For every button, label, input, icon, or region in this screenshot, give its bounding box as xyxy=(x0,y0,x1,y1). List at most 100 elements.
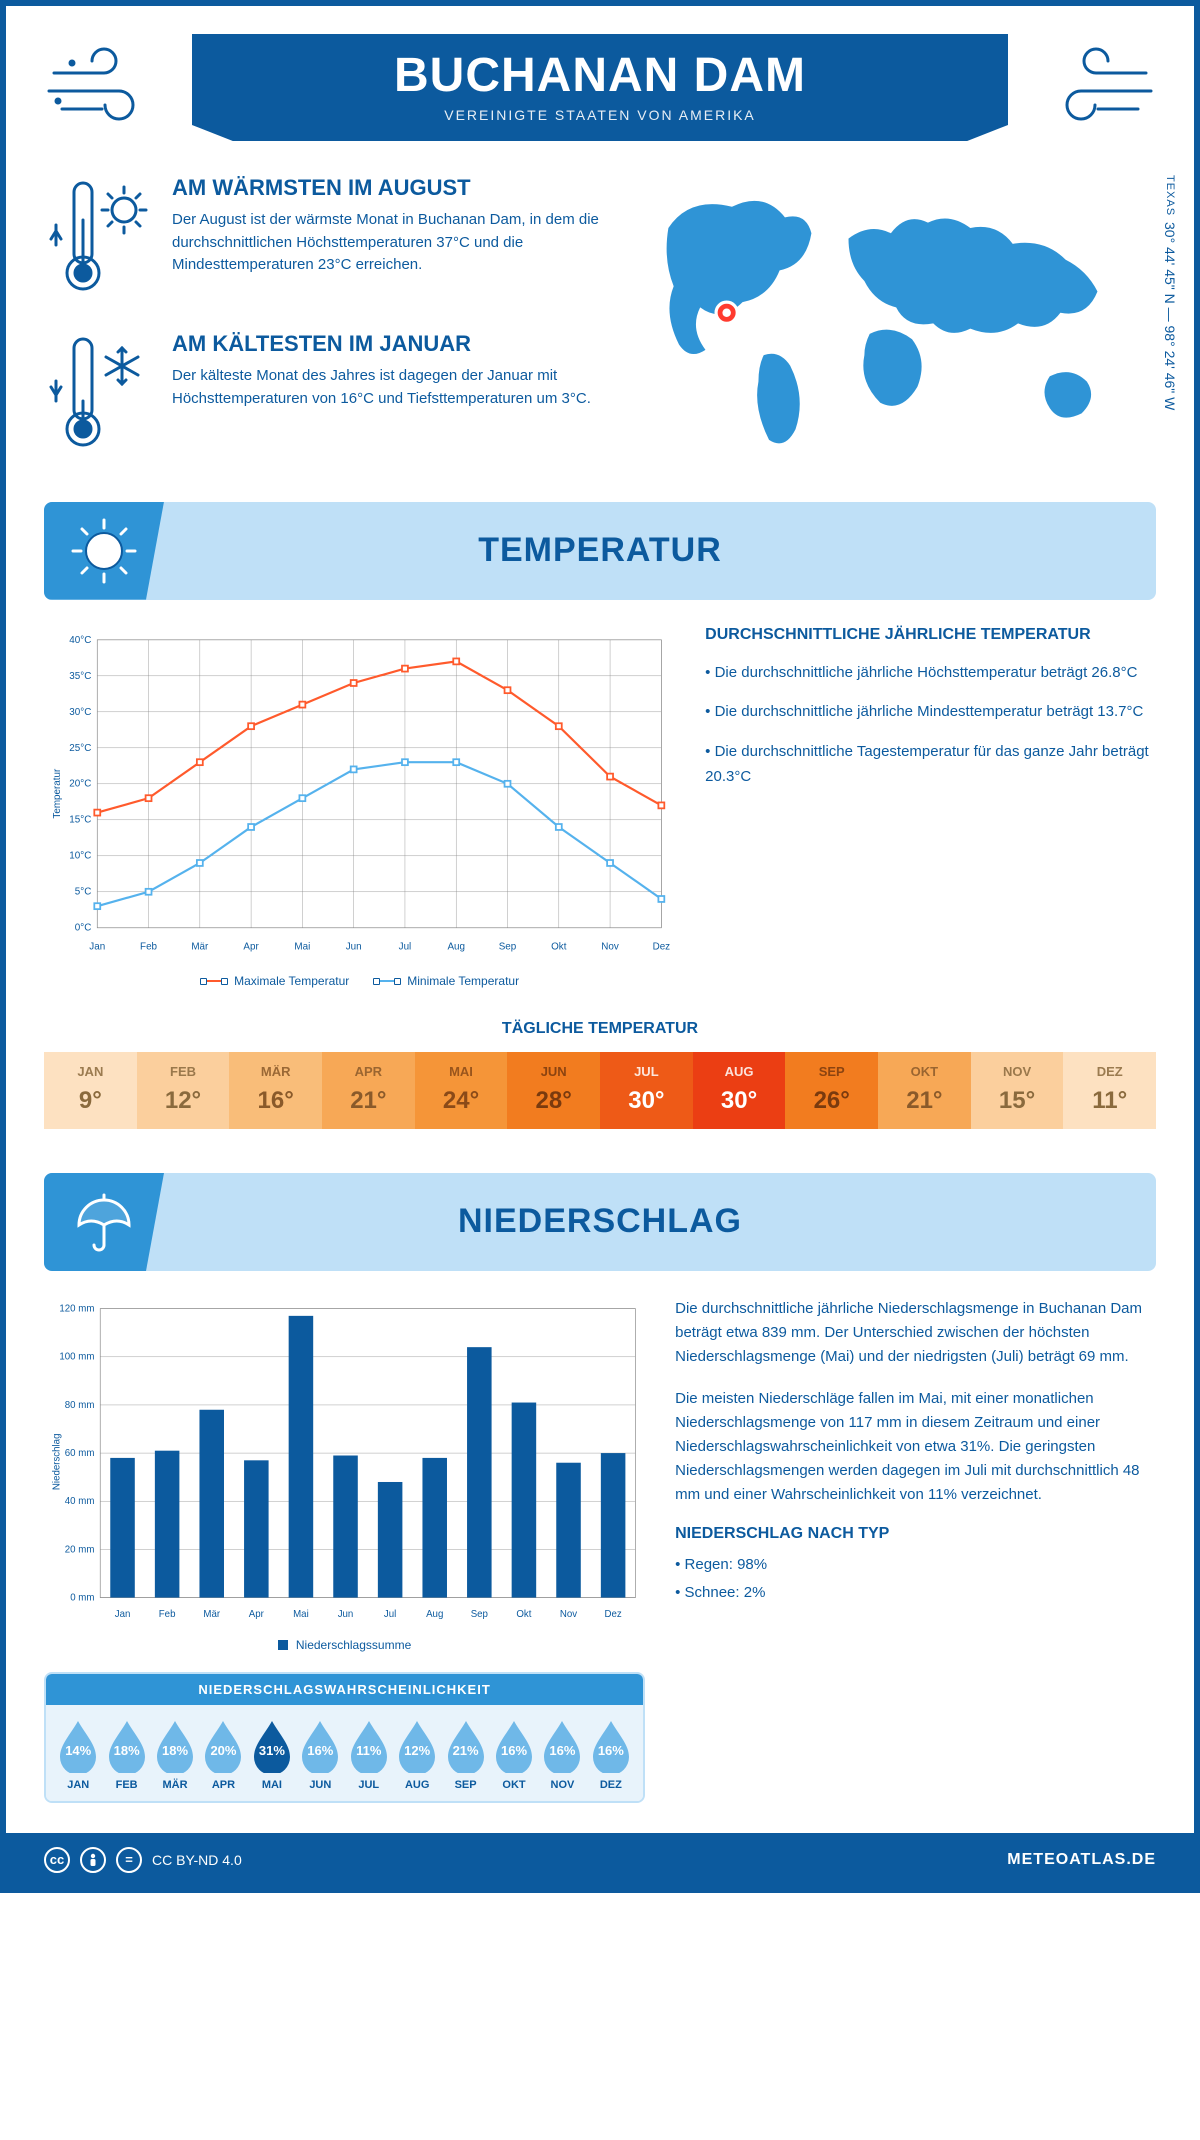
temperature-legend: Maximale Temperatur Minimale Temperatur xyxy=(44,974,675,988)
svg-text:Nov: Nov xyxy=(601,941,619,952)
svg-text:Dez: Dez xyxy=(604,1609,621,1620)
daily-temp-cell: JUN28° xyxy=(507,1052,600,1129)
svg-text:0 mm: 0 mm xyxy=(70,1592,94,1603)
warmest-title: AM WÄRMSTEN IM AUGUST xyxy=(172,175,600,201)
svg-text:Aug: Aug xyxy=(426,1609,443,1620)
daily-temp-cell: OKT21° xyxy=(878,1052,971,1129)
svg-text:15°C: 15°C xyxy=(69,814,91,825)
svg-text:Mär: Mär xyxy=(203,1609,220,1620)
svg-text:Okt: Okt xyxy=(551,941,567,952)
nd-icon: = xyxy=(116,1847,142,1873)
precip-prob-cell: 16%NOV xyxy=(538,1719,586,1791)
svg-text:35°C: 35°C xyxy=(69,670,91,681)
temp-bullet: • Die durchschnittliche jährliche Höchst… xyxy=(705,660,1156,686)
temp-info-title: DURCHSCHNITTLICHE JÄHRLICHE TEMPERATUR xyxy=(705,626,1156,644)
daily-temp-cell: NOV15° xyxy=(971,1052,1064,1129)
title-banner: BUCHANAN DAM VEREINIGTE STAATEN VON AMER… xyxy=(192,34,1008,141)
daily-temperature-row: JAN9°FEB12°MÄR16°APR21°MAI24°JUN28°JUL30… xyxy=(44,1052,1156,1129)
svg-text:Sep: Sep xyxy=(471,1609,488,1620)
daily-temp-cell: MAI24° xyxy=(415,1052,508,1129)
svg-text:20 mm: 20 mm xyxy=(65,1544,95,1555)
page-subtitle: VEREINIGTE STAATEN VON AMERIKA xyxy=(202,107,998,123)
precip-type: • Regen: 98% xyxy=(675,1553,1156,1577)
daily-temp-cell: FEB12° xyxy=(137,1052,230,1129)
precip-type-title: NIEDERSCHLAG NACH TYP xyxy=(675,1525,1156,1543)
svg-text:30°C: 30°C xyxy=(69,706,91,717)
daily-temp-cell: DEZ11° xyxy=(1063,1052,1156,1129)
footer: cc = CC BY-ND 4.0 METEOATLAS.DE xyxy=(6,1833,1194,1887)
svg-text:Okt: Okt xyxy=(516,1609,531,1620)
precip-probability-box: NIEDERSCHLAGSWAHRSCHEINLICHKEIT 14%JAN 18… xyxy=(44,1672,645,1803)
thermometer-hot-icon xyxy=(44,175,154,305)
coordinates: TEXAS 30° 44' 45" N — 98° 24' 46" W xyxy=(1162,175,1178,472)
umbrella-icon xyxy=(69,1187,139,1257)
cc-icon: cc xyxy=(44,1847,70,1873)
temp-bullet: • Die durchschnittliche Tagestemperatur … xyxy=(705,739,1156,790)
svg-text:5°C: 5°C xyxy=(75,886,92,897)
warmest-block: AM WÄRMSTEN IM AUGUST Der August ist der… xyxy=(44,175,600,305)
temperature-banner: TEMPERATUR xyxy=(44,502,1156,600)
daily-temp-cell: JAN9° xyxy=(44,1052,137,1129)
svg-text:Apr: Apr xyxy=(249,1609,265,1620)
precip-chart: 0 mm20 mm40 mm60 mm80 mm100 mm120 mmJanF… xyxy=(44,1297,645,1627)
precip-prob-cell: 16%DEZ xyxy=(587,1719,635,1791)
precip-prob-cell: 14%JAN xyxy=(54,1719,102,1791)
wind-icon xyxy=(1026,43,1156,133)
precip-prob-cell: 20%APR xyxy=(199,1719,247,1791)
precip-prob-cell: 16%OKT xyxy=(490,1719,538,1791)
daily-temp-title: TÄGLICHE TEMPERATUR xyxy=(44,1020,1156,1038)
svg-text:25°C: 25°C xyxy=(69,742,91,753)
precip-prob-cell: 21%SEP xyxy=(441,1719,489,1791)
temperature-chart: 0°C5°C10°C15°C20°C25°C30°C35°C40°CJanFeb… xyxy=(44,626,675,988)
legend-min-label: Minimale Temperatur xyxy=(407,974,519,988)
legend-max-label: Maximale Temperatur xyxy=(234,974,349,988)
temperature-info: DURCHSCHNITTLICHE JÄHRLICHE TEMPERATUR •… xyxy=(705,626,1156,988)
svg-text:Mär: Mär xyxy=(191,941,209,952)
intro-row: AM WÄRMSTEN IM AUGUST Der August ist der… xyxy=(44,175,1156,472)
daily-temp-cell: SEP26° xyxy=(785,1052,878,1129)
precip-prob-title: NIEDERSCHLAGSWAHRSCHEINLICHKEIT xyxy=(46,1674,643,1705)
svg-text:20°C: 20°C xyxy=(69,778,91,789)
thermometer-cold-icon xyxy=(44,331,154,461)
svg-text:Jun: Jun xyxy=(338,1609,354,1620)
svg-text:40 mm: 40 mm xyxy=(65,1496,95,1507)
precip-prob-cell: 16%JUN xyxy=(296,1719,344,1791)
coords-value: 30° 44' 45" N — 98° 24' 46" W xyxy=(1162,222,1178,410)
svg-text:Jun: Jun xyxy=(346,941,362,952)
precip-prob-cell: 11%JUL xyxy=(345,1719,393,1791)
coldest-title: AM KÄLTESTEN IM JANUAR xyxy=(172,331,600,357)
precip-prob-cell: 12%AUG xyxy=(393,1719,441,1791)
svg-text:0°C: 0°C xyxy=(75,922,92,933)
license-text: CC BY-ND 4.0 xyxy=(152,1852,242,1868)
warmest-text: Der August ist der wärmste Monat in Buch… xyxy=(172,209,600,277)
svg-text:Jul: Jul xyxy=(384,1609,396,1620)
svg-text:Sep: Sep xyxy=(499,941,517,952)
svg-text:Jan: Jan xyxy=(89,941,105,952)
precip-title: NIEDERSCHLAG xyxy=(458,1202,742,1241)
svg-text:Jul: Jul xyxy=(399,941,412,952)
svg-text:40°C: 40°C xyxy=(69,634,91,645)
wind-icon xyxy=(44,43,174,133)
svg-text:Jan: Jan xyxy=(115,1609,131,1620)
daily-temp-cell: APR21° xyxy=(322,1052,415,1129)
svg-text:80 mm: 80 mm xyxy=(65,1400,95,1411)
coldest-block: AM KÄLTESTEN IM JANUAR Der kälteste Mona… xyxy=(44,331,600,461)
precip-info: Die durchschnittliche jährliche Niedersc… xyxy=(675,1297,1156,1803)
license-block: cc = CC BY-ND 4.0 xyxy=(44,1847,242,1873)
svg-text:Aug: Aug xyxy=(447,941,465,952)
daily-temp-cell: AUG30° xyxy=(693,1052,786,1129)
daily-temp-cell: JUL30° xyxy=(600,1052,693,1129)
svg-text:Niederschlag: Niederschlag xyxy=(52,1434,63,1491)
precip-prob-cell: 18%MÄR xyxy=(151,1719,199,1791)
sun-icon xyxy=(69,516,139,586)
header: BUCHANAN DAM VEREINIGTE STAATEN VON AMER… xyxy=(44,34,1156,141)
precip-prob-cell: 31%MAI xyxy=(248,1719,296,1791)
site-name: METEOATLAS.DE xyxy=(1007,1851,1156,1869)
world-map xyxy=(626,175,1156,472)
svg-text:60 mm: 60 mm xyxy=(65,1448,95,1459)
temperature-title: TEMPERATUR xyxy=(478,531,722,570)
precip-paragraph: Die durchschnittliche jährliche Niedersc… xyxy=(675,1297,1156,1369)
svg-text:Feb: Feb xyxy=(140,941,158,952)
svg-text:Mai: Mai xyxy=(294,941,310,952)
precip-legend-label: Niederschlagssumme xyxy=(296,1638,411,1652)
